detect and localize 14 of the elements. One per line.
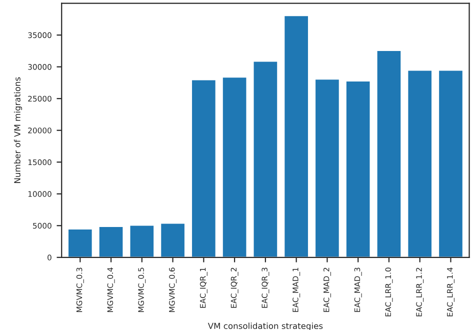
bar (67, 228, 94, 258)
bar (252, 60, 278, 258)
bar (128, 224, 155, 258)
bar (406, 69, 433, 258)
bar (98, 226, 124, 258)
bar (314, 78, 340, 258)
bar (160, 222, 186, 258)
bar (222, 76, 248, 258)
bar (345, 80, 372, 258)
bar (283, 14, 310, 258)
bar (190, 78, 217, 258)
bar (376, 50, 402, 258)
y-axis-title: Number of VM migrations (14, 77, 22, 183)
bar (438, 69, 464, 258)
